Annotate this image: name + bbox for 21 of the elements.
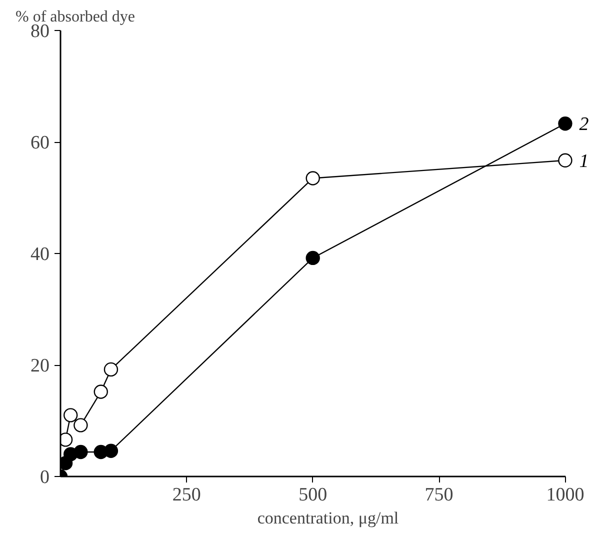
point <box>104 444 118 458</box>
point <box>306 171 320 186</box>
point <box>558 153 572 168</box>
point <box>306 250 320 266</box>
x-tick-label: 1000 <box>546 484 584 506</box>
y-tick-label: 0 <box>40 467 50 488</box>
x-tick-label: 250 <box>172 484 201 506</box>
x-tick-label: 750 <box>424 484 454 506</box>
series-label: 1 <box>579 150 589 172</box>
point <box>63 408 78 422</box>
y-tick-label: 40 <box>30 244 50 265</box>
point <box>558 116 572 131</box>
point <box>74 444 88 460</box>
point <box>94 384 108 399</box>
point <box>104 362 118 377</box>
series-label: 2 <box>579 114 590 136</box>
x-axis-title: concentration, μg/ml <box>257 508 399 528</box>
point <box>74 418 88 432</box>
y-tick-label: 20 <box>30 356 50 376</box>
x-tick-label: 500 <box>298 484 328 506</box>
y-tick-label: 60 <box>30 132 50 154</box>
